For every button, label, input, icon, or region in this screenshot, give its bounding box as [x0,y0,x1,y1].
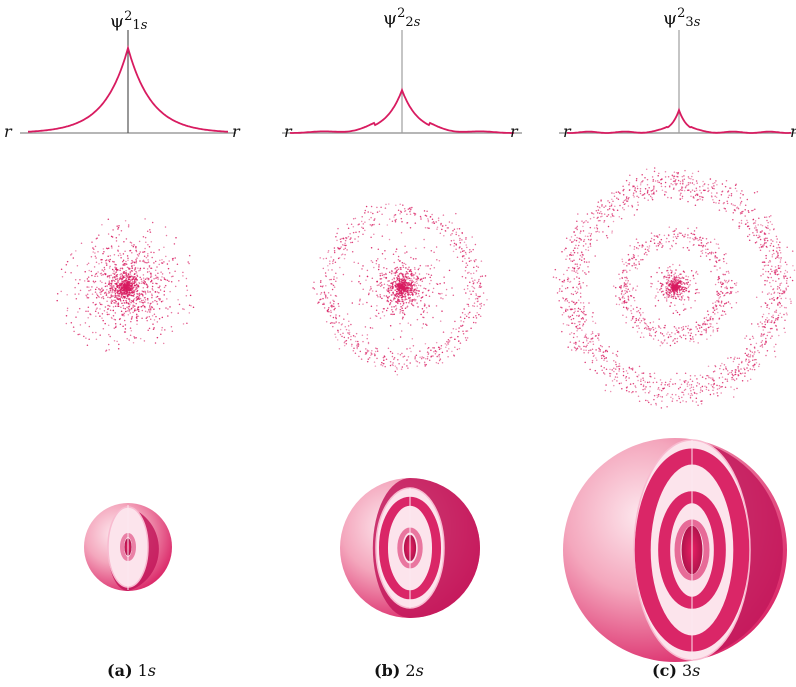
psi-label-2s: ψ22s [383,6,421,30]
dot-cloud-2s [312,203,488,376]
axis-label-r-left-2s: r [284,122,293,141]
graph-2s [282,30,522,134]
graph-3s [559,30,796,134]
psi-squared-curve-2s [289,87,515,134]
psi-squared-curve-1s [28,44,228,133]
sphere-cutaway-2s [340,478,480,618]
dot-cloud-3s [552,167,796,409]
axis-label-r-left-3s: r [563,122,572,141]
sphere-cutaway-1s [84,503,172,591]
wavefunction-graphs [20,30,796,134]
graph-1s [20,30,236,134]
psi-label-1s: ψ21s [110,9,148,33]
axis-label-r-left-1s: r [4,122,13,141]
dot-cloud-1s [56,218,195,352]
psi-label-3s: ψ23s [663,6,701,30]
caption-1s: (a) 1s [107,661,157,680]
axis-label-r-right-3s: r [790,122,796,141]
sphere-cutaway-3s [563,438,787,662]
axis-label-r-right-2s: r [510,122,519,141]
axis-label-r-right-1s: r [232,122,241,141]
psi-squared-curve-3s [567,107,791,134]
probability-density-clouds [56,167,796,409]
caption-3s: (c) 3s [652,661,701,680]
caption-2s: (b) 2s [374,661,424,680]
